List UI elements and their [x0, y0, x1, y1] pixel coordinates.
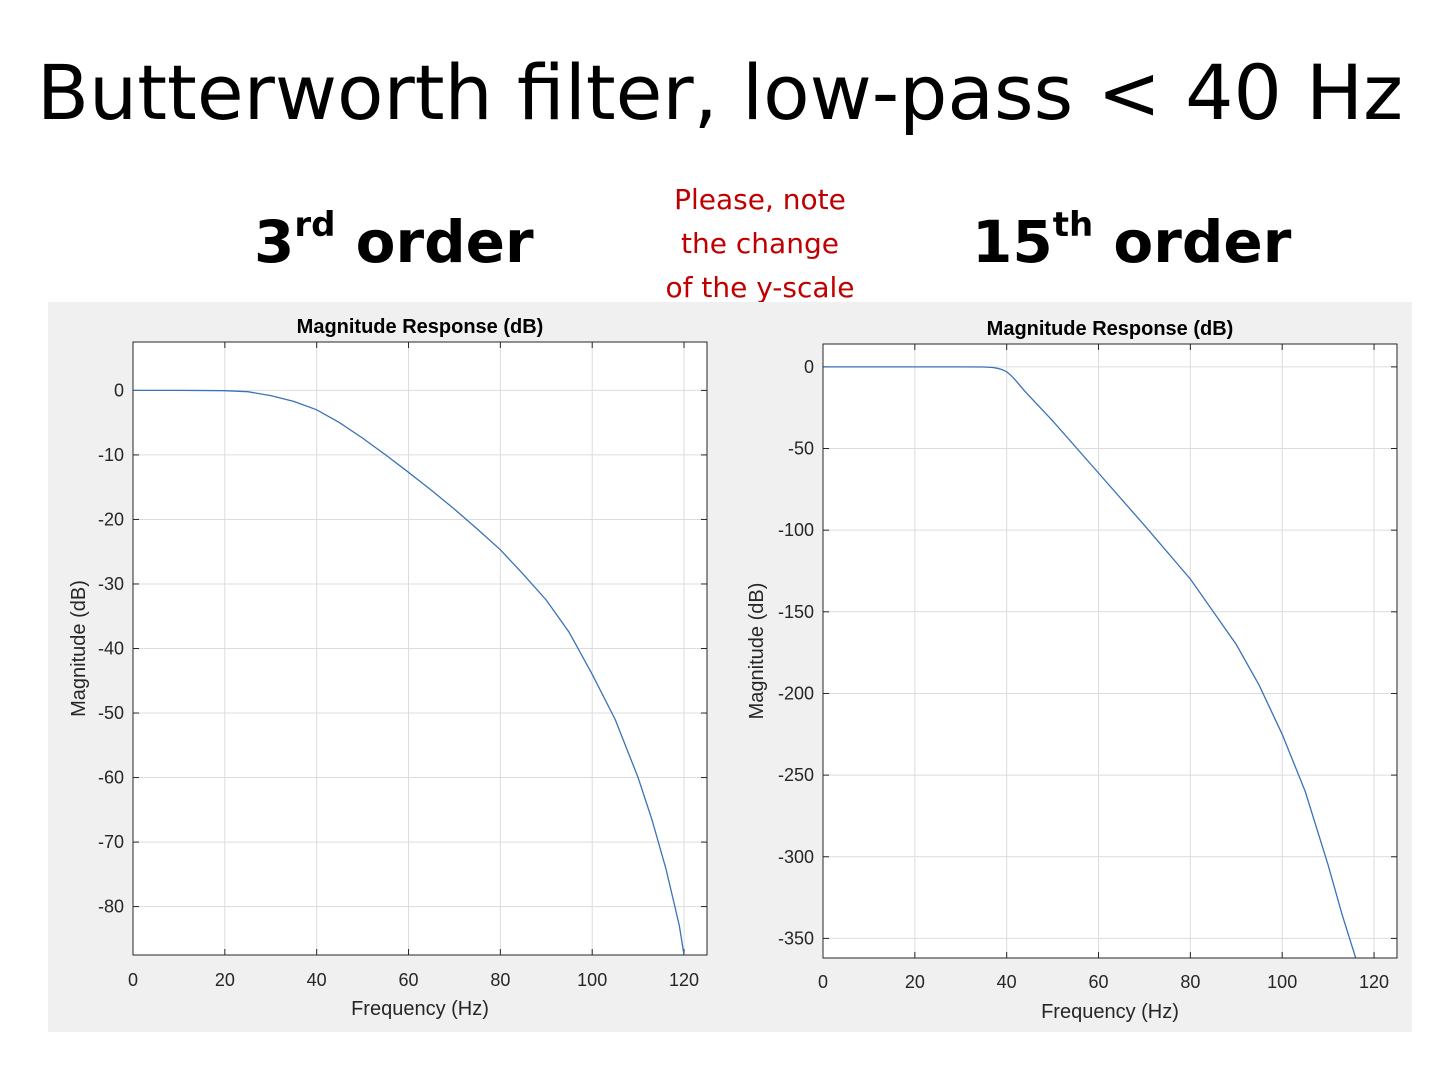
y-tick-label: -150: [778, 602, 814, 622]
slide-title: Butterworth filter, low-pass < 40 Hz: [36, 48, 1404, 137]
y-tick-label: -30: [98, 574, 124, 594]
y-tick-label: 0: [114, 380, 124, 400]
y-scale-note: Please, note the change of the y-scale: [620, 178, 900, 310]
chart-title: Magnitude Response (dB): [297, 316, 544, 338]
x-tick-label: 100: [1267, 972, 1297, 992]
right-order-suffix: th: [1052, 204, 1094, 245]
x-tick-label: 60: [1089, 972, 1109, 992]
right-order-word: order: [1113, 208, 1292, 276]
chart-title: Magnitude Response (dB): [987, 318, 1234, 340]
left-order-label: 3rd order: [254, 204, 534, 276]
y-tick-label: -200: [778, 683, 814, 703]
y-tick-label: -70: [98, 832, 124, 852]
y-tick-label: -10: [98, 445, 124, 465]
magnitude-response-line: [823, 366, 1357, 958]
y-axis-label: Magnitude (dB): [68, 580, 90, 717]
y-tick-label: -100: [778, 520, 814, 540]
plot-box: [822, 343, 1398, 959]
x-axis-label: Frequency (Hz): [1041, 1001, 1179, 1023]
y-tick-label: -40: [98, 639, 124, 659]
y-tick-label: -80: [98, 897, 124, 917]
x-tick-label: 40: [307, 970, 327, 990]
left-order-word: order: [355, 208, 534, 276]
y-tick-label: -50: [98, 703, 124, 723]
y-tick-label: -250: [778, 765, 814, 785]
y-tick-label: -60: [98, 768, 124, 788]
y-tick-label: -20: [98, 509, 124, 529]
x-tick-label: 80: [1180, 972, 1200, 992]
plot-box: [132, 341, 708, 956]
chart-1: 0 20 40 60 80 100 120 0 -10 -20 -30 -40 -50 -60 -70 -80…: [68, 316, 708, 1020]
magnitude-response-line: [133, 389, 685, 955]
right-order-label: 15th order: [972, 204, 1292, 276]
x-tick-label: 0: [818, 972, 828, 992]
x-tick-label: 100: [577, 970, 607, 990]
y-tick-label: -350: [778, 928, 814, 948]
x-tick-label: 80: [490, 970, 510, 990]
y-axis-label: Magnitude (dB): [746, 583, 768, 720]
plot-area: [823, 344, 1397, 958]
x-tick-label: 120: [669, 970, 699, 990]
right-order-number: 15: [972, 208, 1053, 276]
left-order-suffix: rd: [294, 204, 336, 245]
x-tick-label: 120: [1359, 972, 1389, 992]
chart-2: 0 20 40 60 80 100 120 0 -50 -100 -150 -200 -250 -300 -…: [746, 318, 1398, 1023]
x-axis-label: Frequency (Hz): [351, 998, 489, 1020]
y-tick-label: 0: [804, 357, 814, 377]
left-order-number: 3: [254, 208, 295, 276]
y-tick-label: -50: [788, 439, 814, 459]
x-tick-label: 20: [215, 970, 235, 990]
x-tick-label: 60: [399, 970, 419, 990]
x-tick-label: 0: [128, 970, 138, 990]
note-line: the change: [681, 227, 839, 260]
note-line: Please, note: [674, 183, 846, 216]
y-tick-label: -300: [778, 847, 814, 867]
x-tick-label: 40: [997, 972, 1017, 992]
x-tick-label: 20: [905, 972, 925, 992]
note-line: of the y-scale: [665, 271, 855, 304]
